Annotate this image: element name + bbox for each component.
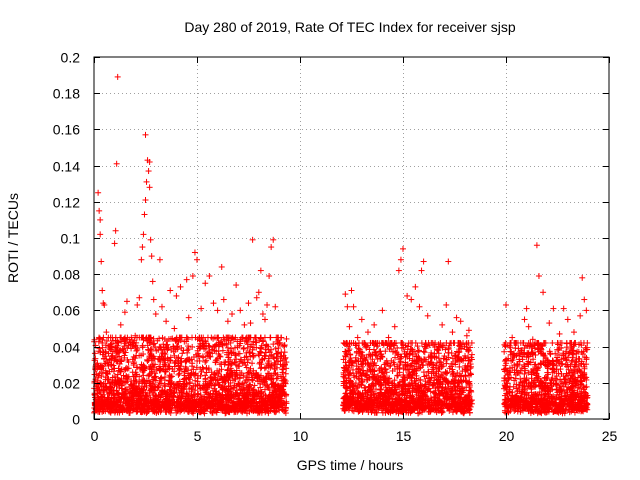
data-point xyxy=(270,341,277,348)
data-point xyxy=(251,334,258,341)
data-point xyxy=(257,365,264,372)
data-point xyxy=(445,349,452,356)
data-point xyxy=(162,383,169,390)
data-point xyxy=(557,376,564,383)
data-point xyxy=(151,340,158,347)
data-point xyxy=(140,372,147,379)
data-point xyxy=(263,349,270,356)
data-point xyxy=(105,350,112,357)
data-point xyxy=(168,373,175,380)
data-point xyxy=(272,409,279,416)
data-point xyxy=(171,352,178,359)
data-points xyxy=(91,73,591,417)
data-point xyxy=(246,349,253,356)
data-point xyxy=(249,360,256,367)
data-point xyxy=(282,370,289,377)
data-point xyxy=(267,334,274,341)
data-point xyxy=(549,339,556,346)
grid-lines xyxy=(94,57,609,419)
data-point xyxy=(547,351,554,358)
data-point xyxy=(280,342,287,349)
data-point xyxy=(133,347,140,354)
data-point xyxy=(112,334,119,341)
data-point xyxy=(283,335,290,342)
data-point xyxy=(264,370,271,377)
data-point xyxy=(95,335,102,342)
data-point xyxy=(126,409,133,416)
chart-title: Day 280 of 2019, Rate Of TEC Index for r… xyxy=(184,19,515,35)
data-point xyxy=(416,347,423,354)
data-point xyxy=(235,350,242,357)
data-point xyxy=(175,371,182,378)
data-point xyxy=(272,345,279,352)
data-point xyxy=(281,342,288,349)
data-point xyxy=(421,349,428,356)
